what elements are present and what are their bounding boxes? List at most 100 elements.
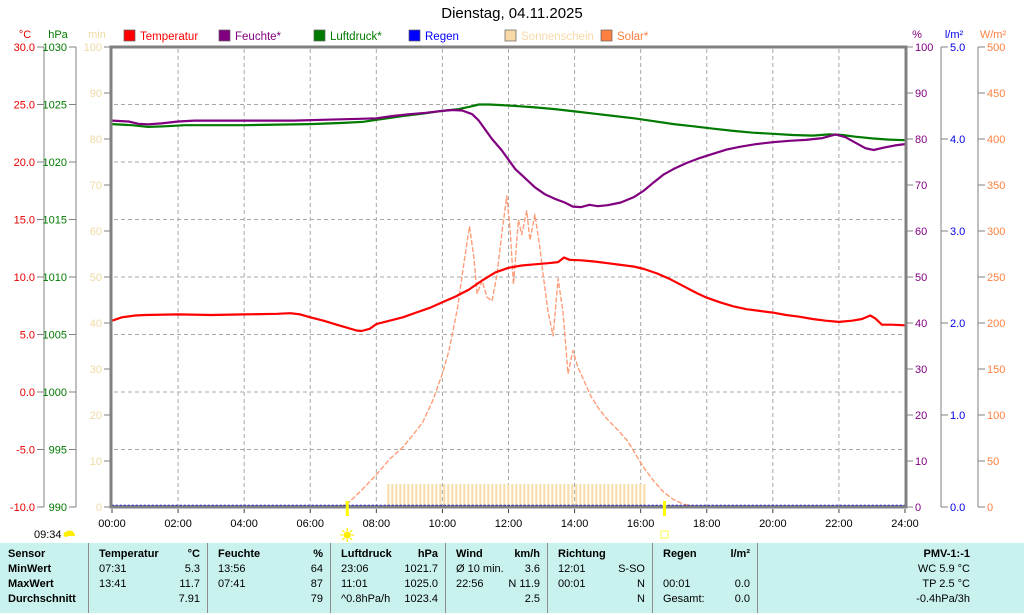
stats-cell: 12:01 S-SO [558,563,645,575]
axis-tick-label: 30 [90,364,102,376]
weather-day-chart: 30.025.020.015.010.05.00.0-5.0-10.0°C103… [10,29,1007,542]
stats-cell: 13:56 64 [218,563,323,575]
series-sonnenschein [387,484,646,506]
axis-unit-label: % [912,29,922,41]
axis-tick-label: 250 [987,272,1005,284]
stats-col-pmv-1-1: PMV-1:-1 WC 5.9 °C TP 2.5 °C -0.4hPa/3h [757,543,1024,613]
axis-pressure: 1030 1025 1020 1015 1010 1005 1000 995 990 hPa [43,29,77,514]
legend-item-temperatur: Temperatur [123,29,198,43]
axis-tick-label: 990 [49,502,67,514]
axis-tick-label: 450 [987,88,1005,100]
stats-col-luftdruck: Luftdruck hPa 23:06 1021.7 11:01 1025.0 ^0.8hP… [330,543,445,613]
axis-tick-label: 995 [49,445,67,457]
time-tick-label: 14:00 [561,518,589,530]
axis-tick-label: 40 [915,318,927,330]
legend: Temperatur Feuchte* Luftdruck* Regen Sonnens… [123,29,649,43]
axis-tick-label: 90 [915,88,927,100]
axis-tick-label: 300 [987,226,1005,238]
axis-tick-label: 70 [90,180,102,192]
legend-label: Temperatur [140,31,198,43]
axis-tick-label: 60 [90,226,102,238]
axis-tick-label: -10.0 [10,502,35,514]
axis-tick-label: 60 [915,226,927,238]
time-tick-label: 04:00 [230,518,258,530]
axis-tick-label: 70 [915,180,927,192]
stats-cell: MinWert [8,563,52,575]
sunset-square-icon [660,530,669,539]
sunset-marker [662,501,666,516]
axis-unit-label: °C [19,29,31,41]
time-tick-label: 00:00 [98,518,126,530]
axis-tick-label: 0 [987,502,993,514]
axis-tick-label: 30.0 [14,42,35,54]
axis-tick-label: 5.0 [20,330,35,342]
stats-cell: WC 5.9 °C [917,563,970,575]
axis-unit-label: W/m² [980,29,1007,41]
axis-tick-label: 4.0 [950,134,965,146]
stats-cell: 07:41 87 [218,578,323,590]
stats-col-regen: Regen l/m² 00:01 0.0 Gesamt: 0.0 [652,543,757,613]
axis-tick-label: 50 [915,272,927,284]
axis-tick-label: 10 [90,456,102,468]
axis-tick-label: 150 [987,364,1005,376]
legend-label: Sonnenschein [521,31,594,43]
stats-col-rowheaders: Sensor MinWert MaxWert Durchschnitt [0,543,88,613]
stats-cell: Gesamt: 0.0 [663,593,750,605]
axis-rain: 5.0 4.0 3.0 2.0 1.0 0.0 l/m² [940,29,965,514]
stats-cell: Richtung [558,548,606,560]
time-tick-label: 12:00 [495,518,523,530]
axis-tick-label: 3.0 [950,226,965,238]
axis-tick-label: 50 [90,272,102,284]
axis-tick-label: 1025 [43,100,67,112]
axis-tick-label: 1030 [43,42,67,54]
series-luftdruck [110,103,907,142]
axis-tick-label: 20 [915,410,927,422]
axis-tick-label: 1005 [43,330,67,342]
legend-label: Luftdruck* [330,31,382,43]
legend-label: Feuchte* [235,31,282,43]
stats-table: Sensor MinWert MaxWert Durchschnitt Temperat… [0,543,1024,613]
axis-tick-label: 0.0 [950,502,965,514]
stats-cell: -0.4hPa/3h [916,593,970,605]
stats-cell: 7.91 [178,593,200,605]
sunrise-marker [345,501,349,516]
axis-unit-label: min [88,29,106,41]
sunrise-sun-icon [340,528,355,542]
stats-col-richtung: Richtung 12:01 S-SO 00:01 N N [547,543,652,613]
stats-cell: 00:01 N [558,578,645,590]
axis-tick-label: -5.0 [16,445,35,457]
legend-swatch [313,29,326,42]
sun-markers: 09:34 [34,501,669,542]
time-tick-label: 22:00 [825,518,853,530]
time-tick-label: 18:00 [693,518,721,530]
axis-tick-label: 80 [90,134,102,146]
axis-tick-label: 80 [915,134,927,146]
stats-cell: Wind km/h [456,548,540,560]
axis-tick-label: 15.0 [14,215,35,227]
axis-tick-label: 1015 [43,215,67,227]
stats-cell: 79 [310,593,323,605]
stats-cell: 07:31 5.3 [99,563,200,575]
legend-item-regen: Regen [408,29,459,43]
axis-tick-label: 350 [987,180,1005,192]
axis-tick-label: 30 [915,364,927,376]
axis-tick-label: 1.0 [950,410,965,422]
stats-col-wind: Wind km/h Ø 10 min. 3.6 22:56 N 11.9 2.5 [445,543,547,613]
stats-cell: N [637,593,645,605]
gridlines [114,49,903,506]
time-tick-label: 24:00 [891,518,919,530]
stats-col-feuchte: Feuchte% 13:56 64 07:41 87 79 [207,543,330,613]
stats-cell: Temperatur °C [99,548,200,560]
series-feuchte [110,108,907,209]
axis-tick-label: 500 [987,42,1005,54]
legend-item-luftdruck: Luftdruck* [313,29,382,43]
axis-tick-label: 400 [987,134,1005,146]
stats-cell: Luftdruck hPa [341,548,438,560]
legend-item-sonnenschein: Sonnenschein [504,29,594,43]
stats-cell: Durchschnitt [8,593,76,605]
stats-cell: Sensor [8,548,46,560]
axis-unit-label: l/m² [945,29,964,41]
series-temperatur [110,256,907,333]
axis-tick-label: 25.0 [14,100,35,112]
